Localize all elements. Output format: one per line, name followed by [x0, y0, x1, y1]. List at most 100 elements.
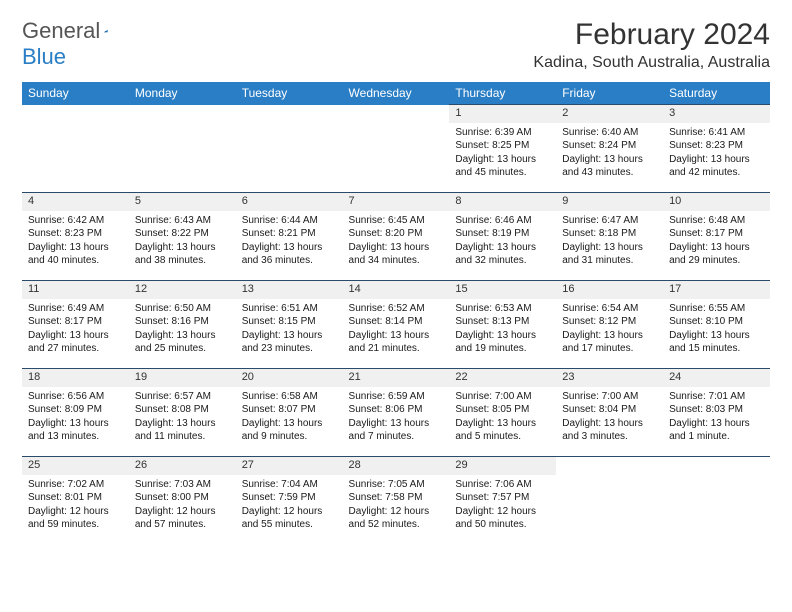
- day-info-cell: Sunrise: 7:05 AMSunset: 7:58 PMDaylight:…: [343, 475, 450, 545]
- day-info-cell: Sunrise: 6:49 AMSunset: 8:17 PMDaylight:…: [22, 299, 129, 369]
- day-number-cell: 13: [236, 281, 343, 299]
- sunrise-text: Sunrise: 7:00 AM: [455, 390, 550, 404]
- sunrise-text: Sunrise: 6:51 AM: [242, 302, 337, 316]
- day-number-cell: [663, 457, 770, 475]
- day-number-cell: 1: [449, 105, 556, 123]
- daynum-row: 18192021222324: [22, 369, 770, 387]
- daylight-text: Daylight: 13 hours and 17 minutes.: [562, 329, 657, 356]
- daylight-text: Daylight: 13 hours and 36 minutes.: [242, 241, 337, 268]
- sunset-text: Sunset: 8:01 PM: [28, 491, 123, 505]
- day-info-cell: Sunrise: 6:53 AMSunset: 8:13 PMDaylight:…: [449, 299, 556, 369]
- sunrise-text: Sunrise: 6:40 AM: [562, 126, 657, 140]
- day-number-cell: 2: [556, 105, 663, 123]
- day-info-cell: Sunrise: 6:46 AMSunset: 8:19 PMDaylight:…: [449, 211, 556, 281]
- weekday-header: Wednesday: [343, 82, 450, 105]
- sunset-text: Sunset: 8:03 PM: [669, 403, 764, 417]
- daylight-text: Daylight: 13 hours and 43 minutes.: [562, 153, 657, 180]
- daylight-text: Daylight: 13 hours and 1 minute.: [669, 417, 764, 444]
- sunset-text: Sunset: 8:08 PM: [135, 403, 230, 417]
- day-number-cell: 18: [22, 369, 129, 387]
- day-number-cell: 28: [343, 457, 450, 475]
- sunrise-text: Sunrise: 6:44 AM: [242, 214, 337, 228]
- sunset-text: Sunset: 8:10 PM: [669, 315, 764, 329]
- daylight-text: Daylight: 13 hours and 25 minutes.: [135, 329, 230, 356]
- sunrise-text: Sunrise: 6:53 AM: [455, 302, 550, 316]
- day-info-cell: Sunrise: 6:59 AMSunset: 8:06 PMDaylight:…: [343, 387, 450, 457]
- daylight-text: Daylight: 13 hours and 11 minutes.: [135, 417, 230, 444]
- day-number-cell: [129, 105, 236, 123]
- info-row: Sunrise: 7:02 AMSunset: 8:01 PM Daylight:…: [22, 475, 770, 545]
- sunset-text: Sunset: 8:04 PM: [562, 403, 657, 417]
- day-info-cell: [22, 123, 129, 193]
- sunset-text: Sunset: 8:16 PM: [135, 315, 230, 329]
- sunrise-text: Sunrise: 6:48 AM: [669, 214, 764, 228]
- sunrise-text: Sunrise: 6:43 AM: [135, 214, 230, 228]
- logo-triangle-icon: [104, 23, 108, 39]
- day-number-cell: [22, 105, 129, 123]
- day-info-cell: Sunrise: 6:43 AMSunset: 8:22 PMDaylight:…: [129, 211, 236, 281]
- logo-text-2: Blue: [22, 44, 66, 69]
- daylight-text: Daylight: 13 hours and 38 minutes.: [135, 241, 230, 268]
- day-info-cell: Sunrise: 7:06 AMSunset: 7:57 PMDaylight:…: [449, 475, 556, 545]
- day-number-cell: 11: [22, 281, 129, 299]
- day-info-cell: Sunrise: 6:56 AMSunset: 8:09 PMDaylight:…: [22, 387, 129, 457]
- daynum-row: 2526272829: [22, 457, 770, 475]
- daylight-text: Daylight: 13 hours and 15 minutes.: [669, 329, 764, 356]
- day-info-cell: Sunrise: 6:41 AMSunset: 8:23 PMDaylight:…: [663, 123, 770, 193]
- weekday-header: Friday: [556, 82, 663, 105]
- sunrise-text: Sunrise: 7:00 AM: [562, 390, 657, 404]
- day-info-cell: Sunrise: 7:04 AMSunset: 7:59 PMDaylight:…: [236, 475, 343, 545]
- calendar-body: 123Sunrise: 6:39 AMSunset: 8:25 PMDaylig…: [22, 105, 770, 545]
- day-info-cell: Sunrise: 6:50 AMSunset: 8:16 PMDaylight:…: [129, 299, 236, 369]
- sunset-text: Sunset: 8:19 PM: [455, 227, 550, 241]
- weekday-header-row: Sunday Monday Tuesday Wednesday Thursday…: [22, 82, 770, 105]
- daylight-text: Daylight: 13 hours and 45 minutes.: [455, 153, 550, 180]
- sunrise-text: Sunrise: 7:05 AM: [349, 478, 444, 492]
- location-text: Kadina, South Australia, Australia: [533, 54, 770, 72]
- sunrise-text: Sunrise: 7:04 AM: [242, 478, 337, 492]
- day-number-cell: 29: [449, 457, 556, 475]
- sunset-text: Sunset: 8:09 PM: [28, 403, 123, 417]
- day-info-cell: Sunrise: 7:03 AMSunset: 8:00 PMDaylight:…: [129, 475, 236, 545]
- sunset-text: Sunset: 8:17 PM: [28, 315, 123, 329]
- sunrise-text: Sunrise: 6:46 AM: [455, 214, 550, 228]
- day-number-cell: 10: [663, 193, 770, 211]
- logo-text-1: General: [22, 18, 100, 44]
- daylight-text: Daylight: 13 hours and 3 minutes.: [562, 417, 657, 444]
- daylight-text: Daylight: 12 hours and 55 minutes.: [242, 505, 337, 532]
- sunset-text: Sunset: 8:07 PM: [242, 403, 337, 417]
- day-info-cell: [343, 123, 450, 193]
- sunrise-text: Sunrise: 6:58 AM: [242, 390, 337, 404]
- daynum-row: 11121314151617: [22, 281, 770, 299]
- sunrise-text: Sunrise: 6:56 AM: [28, 390, 123, 404]
- daylight-text: Daylight: 13 hours and 27 minutes.: [28, 329, 123, 356]
- daynum-row: 123: [22, 105, 770, 123]
- sunset-text: Sunset: 7:59 PM: [242, 491, 337, 505]
- day-number-cell: 12: [129, 281, 236, 299]
- daylight-text: Daylight: 13 hours and 32 minutes.: [455, 241, 550, 268]
- info-row: Sunrise: 6:56 AMSunset: 8:09 PMDaylight:…: [22, 387, 770, 457]
- day-number-cell: 23: [556, 369, 663, 387]
- sunrise-text: Sunrise: 6:52 AM: [349, 302, 444, 316]
- sunset-text: Sunset: 8:00 PM: [135, 491, 230, 505]
- day-info-cell: [663, 475, 770, 545]
- sunrise-text: Sunrise: 7:02 AM: [28, 478, 123, 492]
- day-info-cell: Sunrise: 7:00 AMSunset: 8:04 PMDaylight:…: [556, 387, 663, 457]
- sunset-text: Sunset: 8:23 PM: [669, 139, 764, 153]
- day-number-cell: 19: [129, 369, 236, 387]
- day-number-cell: 21: [343, 369, 450, 387]
- sunset-text: Sunset: 8:18 PM: [562, 227, 657, 241]
- daylight-text: Daylight: 13 hours and 13 minutes.: [28, 417, 123, 444]
- daylight-text: Daylight: 13 hours and 34 minutes.: [349, 241, 444, 268]
- sunrise-text: Sunrise: 6:47 AM: [562, 214, 657, 228]
- daylight-text: Daylight: 13 hours and 21 minutes.: [349, 329, 444, 356]
- day-number-cell: 8: [449, 193, 556, 211]
- day-info-cell: Sunrise: 6:51 AMSunset: 8:15 PMDaylight:…: [236, 299, 343, 369]
- sunset-text: Sunset: 8:17 PM: [669, 227, 764, 241]
- sunset-text: Sunset: 7:57 PM: [455, 491, 550, 505]
- weekday-header: Sunday: [22, 82, 129, 105]
- day-info-cell: Sunrise: 6:42 AMSunset: 8:23 PMDaylight:…: [22, 211, 129, 281]
- day-number-cell: 20: [236, 369, 343, 387]
- day-number-cell: 22: [449, 369, 556, 387]
- day-number-cell: 25: [22, 457, 129, 475]
